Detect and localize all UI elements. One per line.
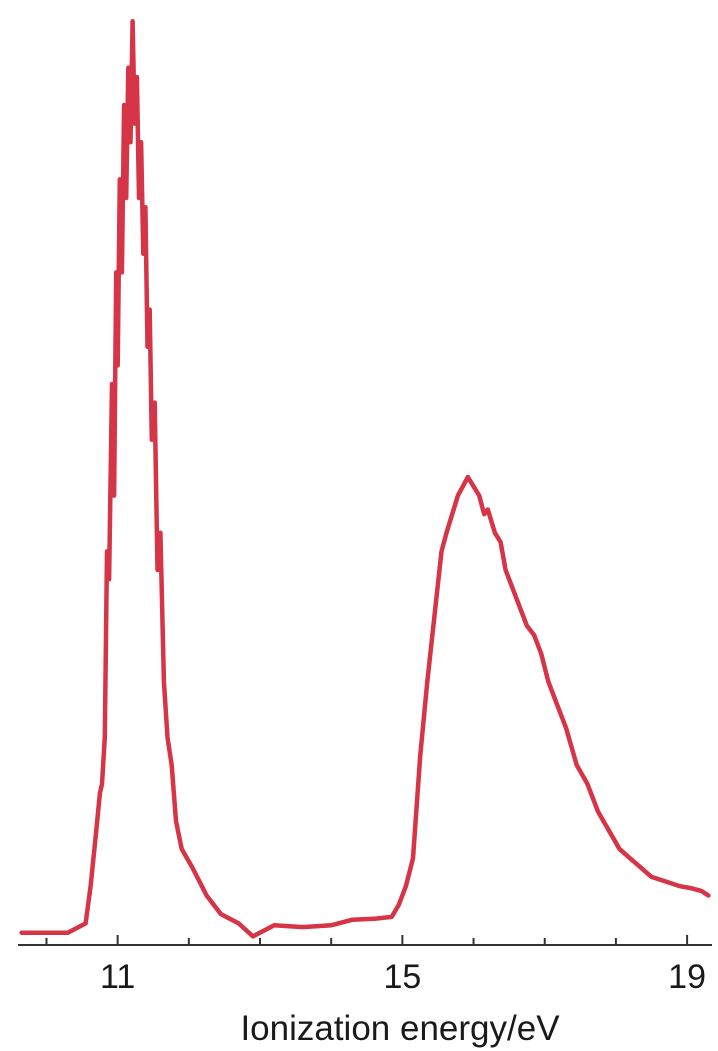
x-axis: 11 15 19: [18, 935, 712, 996]
series-line-0: [19, 19, 711, 939]
x-tick-label: 19: [668, 958, 706, 996]
x-tick-label: 11: [100, 958, 135, 996]
x-axis-title: Ionization energy/eV: [240, 1009, 560, 1048]
plot-area: [19, 19, 711, 939]
x-tick-label: 15: [383, 958, 421, 996]
